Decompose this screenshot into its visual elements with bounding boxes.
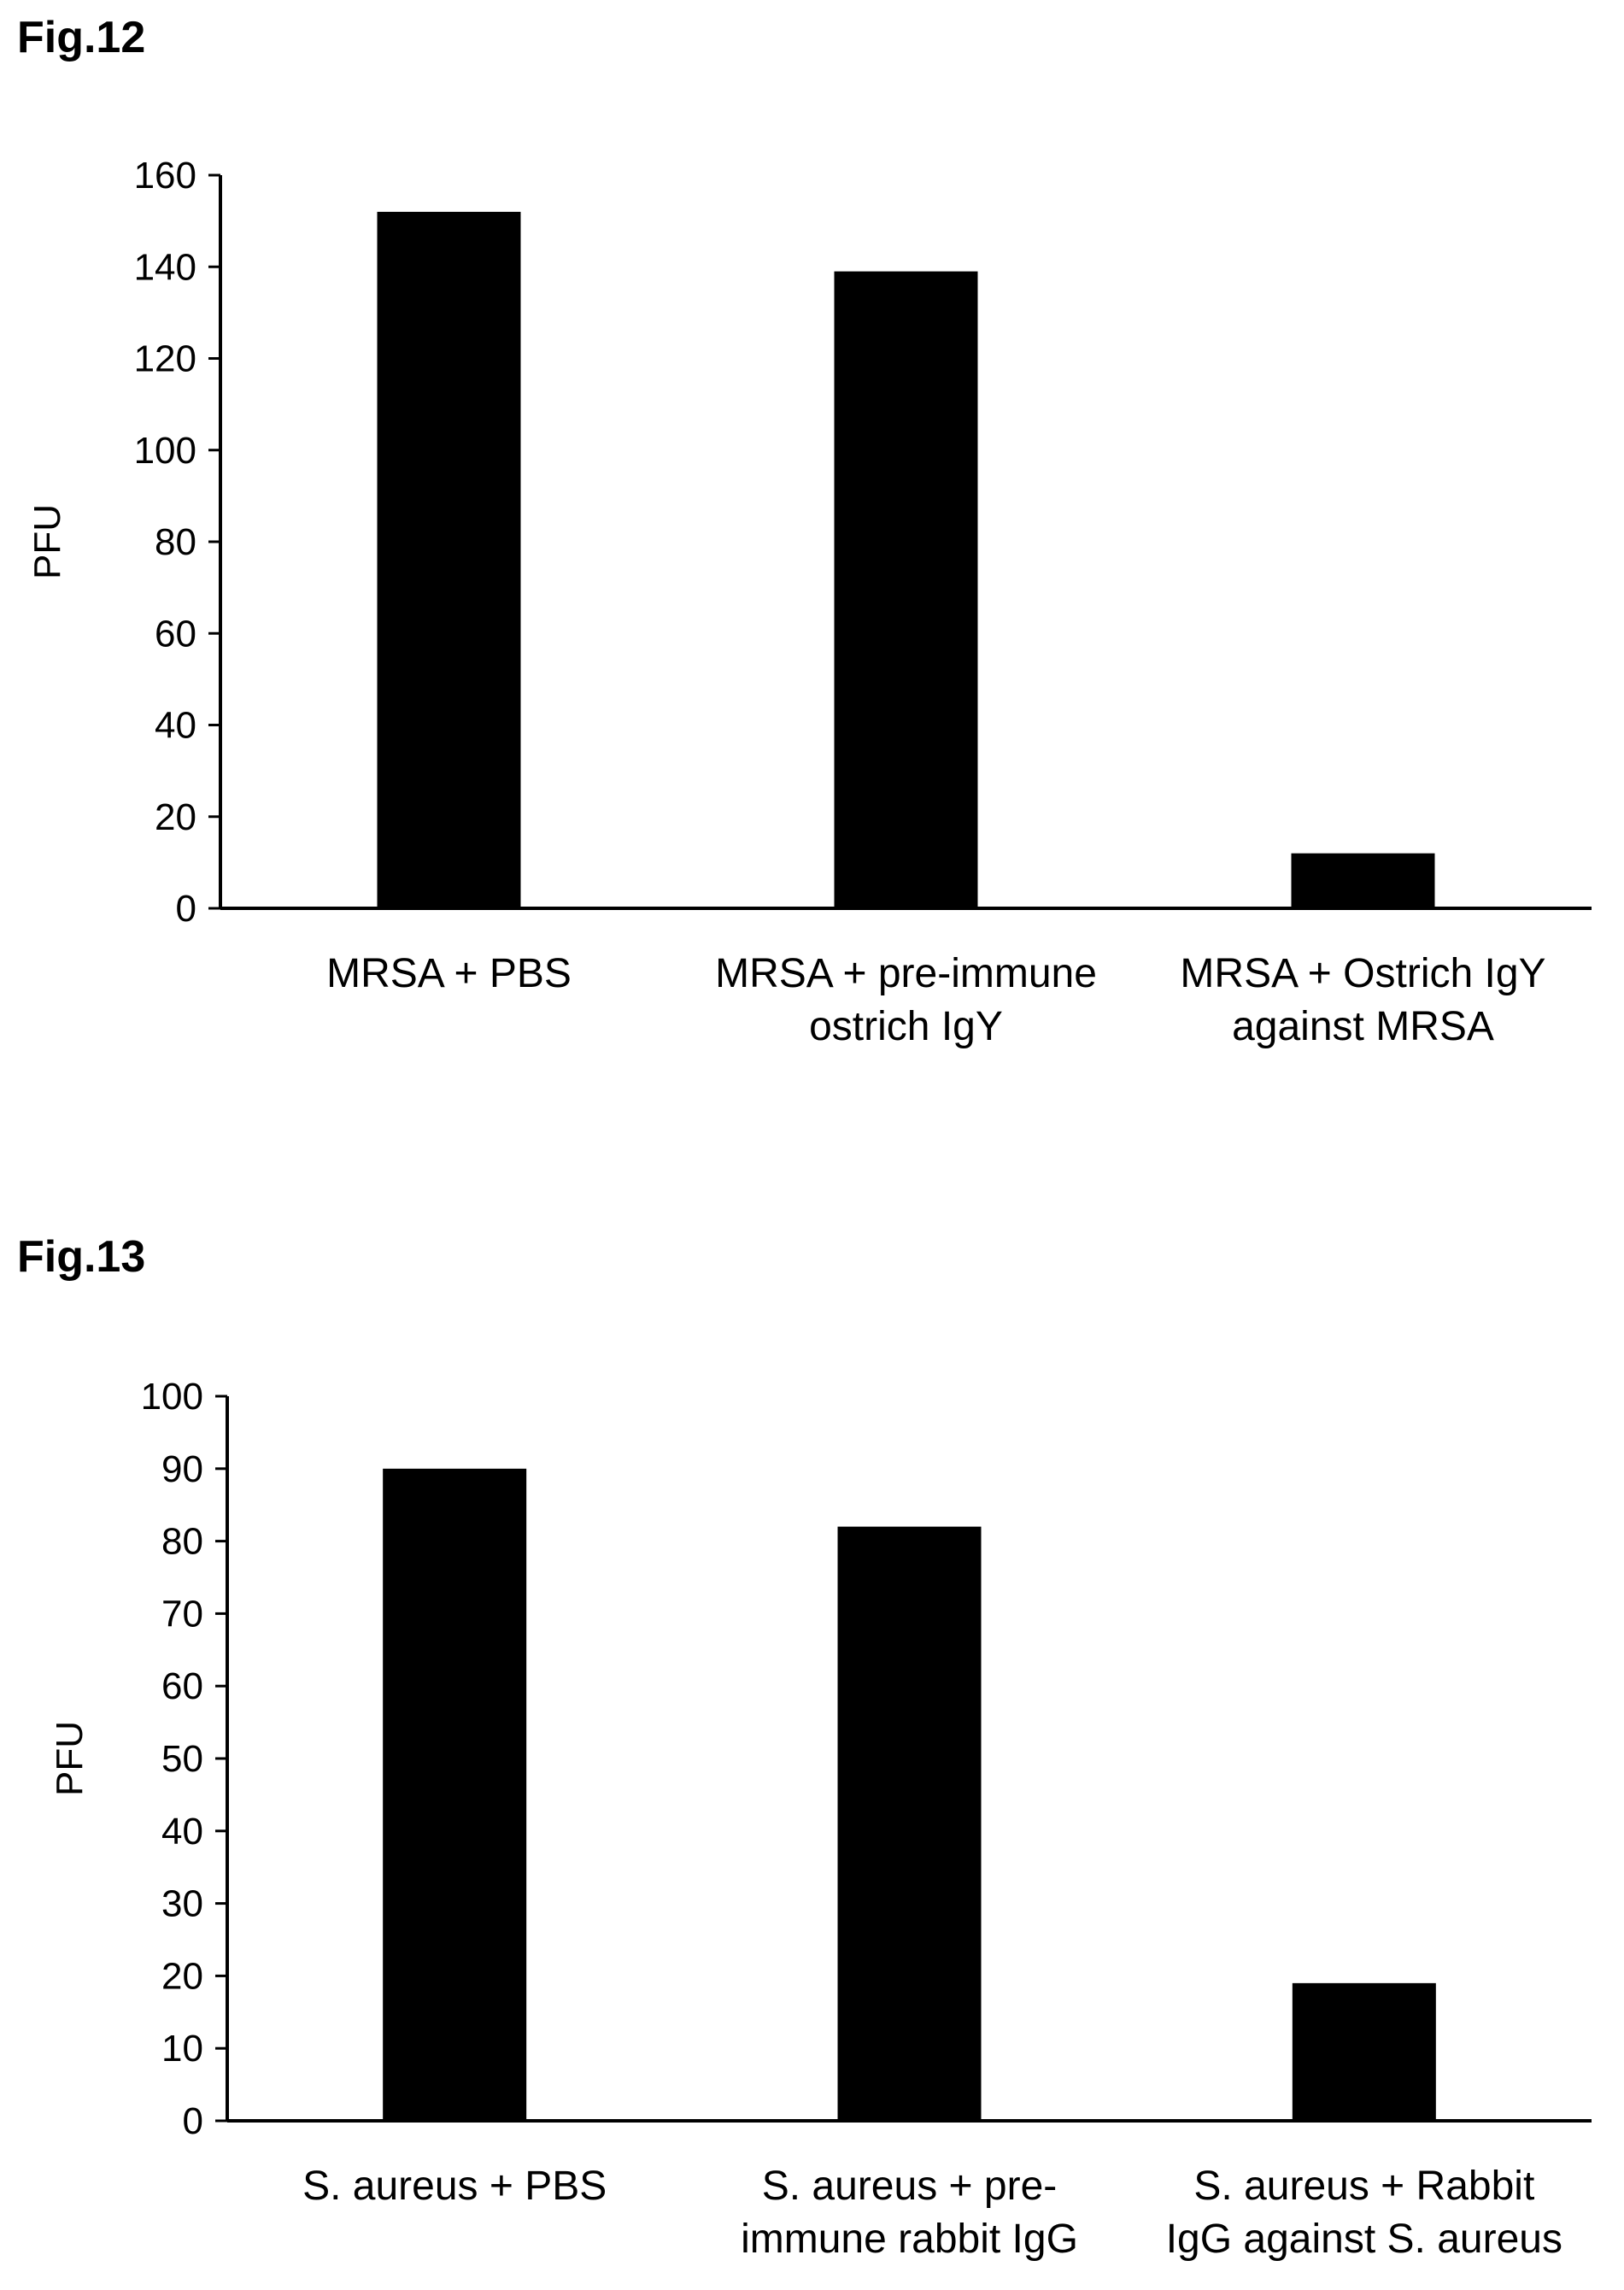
fig13-y-axis-title: PFU [49,1721,91,1796]
fig12-y-tick-label: 120 [134,338,196,380]
fig12-category-label: MRSA + Ostrich IgY against MRSA [1180,951,1545,1049]
fig13-bar [383,1468,527,2121]
fig13-y-tick-label: 30 [161,1883,203,1925]
fig12-y-tick-label: 80 [155,521,196,563]
fig12-bar [1291,853,1435,908]
fig13-y-tick-label: 90 [161,1448,203,1490]
fig13-y-tick-label: 40 [161,1811,203,1853]
fig13-y-tick-label: 70 [161,1593,203,1635]
fig12-y-axis-title: PFU [26,504,68,579]
fig13-y-tick-label: 60 [161,1665,203,1707]
fig13-category-label: S. aureus + Rabbit IgG against S. aureus [1166,2164,1562,2262]
fig13-category-label: S. aureus + PBS [302,2164,607,2209]
fig13-y-tick-label: 50 [161,1738,203,1780]
fig12-bar [834,271,978,908]
fig13-y-tick-label: 100 [141,1376,203,1418]
fig13-y-tick-label: 10 [161,2028,203,2070]
fig13-category-label: S. aureus + pre-immune rabbit IgG [741,2164,1078,2262]
fig12-category-label: MRSA + PBS [326,951,572,996]
fig12-y-tick-label: 100 [134,430,196,472]
figure-13-label: Fig.13 [17,1232,146,1282]
fig12-y-tick-label: 60 [155,613,196,655]
fig12-bar [377,211,521,908]
fig12-y-tick-label: 0 [176,888,196,930]
fig13-y-tick-label: 80 [161,1521,203,1563]
fig13-y-tick-label: 0 [183,2100,203,2142]
figure-12-label: Fig.12 [17,13,146,62]
fig13-bar [837,1526,982,2121]
fig12-y-tick-label: 40 [155,705,196,747]
fig12-y-tick-label: 160 [134,155,196,197]
fig12-bar-chart: 0 20 40 60 80 100 120 140 160 PFU MRSA + PBS MRSA +… [26,155,1592,1049]
fig12-y-tick-label: 140 [134,246,196,288]
fig13-bar [1292,1982,1436,2121]
fig13-y-tick-label: 20 [161,1955,203,1997]
fig12-y-tick-label: 20 [155,796,196,838]
fig12-category-label: MRSA + pre-immune ostrich IgY [715,951,1097,1049]
